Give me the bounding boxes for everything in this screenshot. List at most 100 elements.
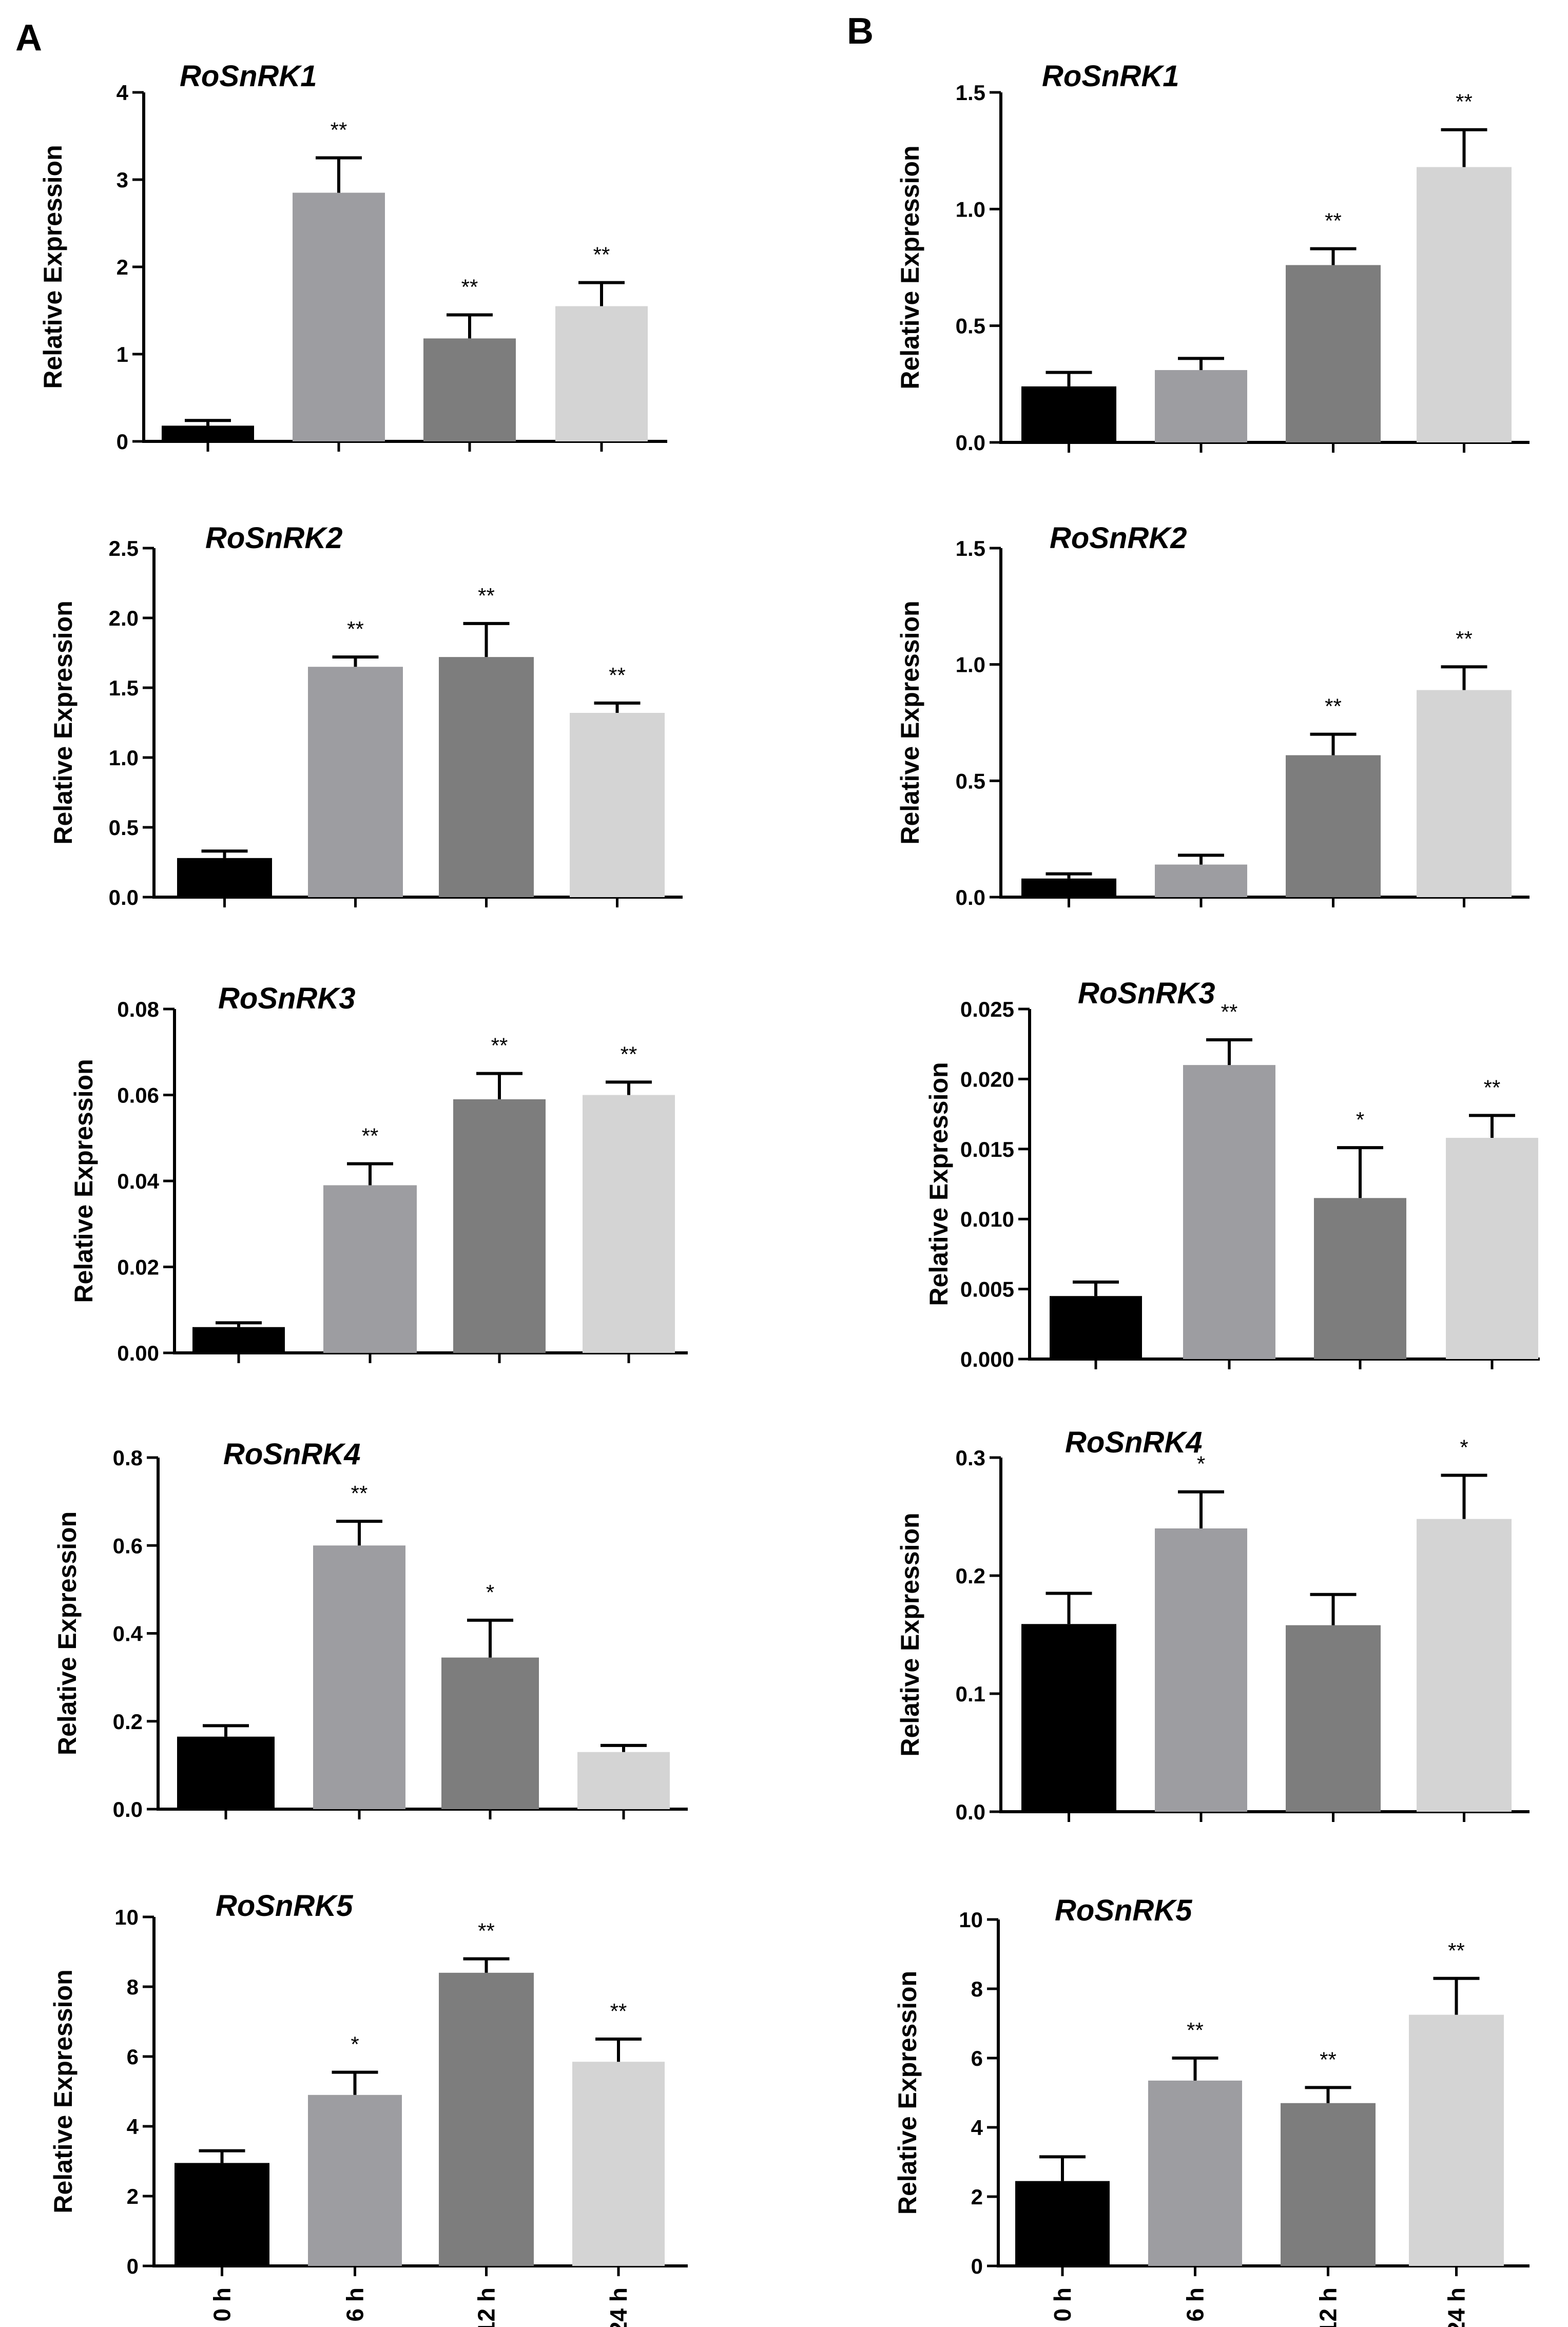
y-tick-label: 0.3 bbox=[956, 1446, 985, 1470]
bar-24h bbox=[1409, 2014, 1504, 2266]
bar-6h bbox=[1155, 864, 1247, 897]
y-tick-label: 0.0 bbox=[956, 885, 985, 909]
y-axis-label: Relative Expression bbox=[49, 600, 78, 844]
y-tick-label: 0.5 bbox=[109, 816, 139, 840]
bar-12h bbox=[441, 1657, 539, 1809]
y-tick-label: 0 bbox=[971, 2254, 983, 2278]
panel-letter-a: A bbox=[15, 17, 42, 59]
y-tick-label: 0.2 bbox=[113, 1710, 143, 1734]
y-axis-label: Relative Expression bbox=[38, 145, 67, 389]
significance-marker: * bbox=[1356, 1108, 1364, 1132]
chart-a-rosnrk5: RoSnRK5 Relative Expression 0 2 4 6 8 10 0 h * 6 h… bbox=[49, 1889, 688, 2327]
significance-marker: ** bbox=[1325, 209, 1342, 233]
y-tick-label: 0.08 bbox=[117, 997, 159, 1021]
significance-marker: ** bbox=[461, 275, 478, 299]
significance-marker: ** bbox=[1221, 1000, 1238, 1024]
significance-marker: ** bbox=[609, 663, 626, 687]
x-tick-label: 12 h bbox=[1315, 2287, 1342, 2327]
y-axis-label: Relative Expression bbox=[896, 600, 924, 844]
y-tick-label: 0.6 bbox=[113, 1534, 143, 1558]
bar-12h bbox=[439, 657, 534, 897]
bar-6h bbox=[1148, 2080, 1242, 2266]
bar-24h bbox=[583, 1095, 675, 1353]
chart-title: RoSnRK3 bbox=[1078, 977, 1215, 1010]
y-tick-label: 0.0 bbox=[956, 1800, 985, 1824]
y-tick-label: 0.04 bbox=[117, 1169, 159, 1193]
y-tick-label: 1.0 bbox=[956, 197, 985, 221]
chart-b-rosnrk4: RoSnRK4 Relative Expression 0.0 0.1 0.2 0.3 * * bbox=[896, 1426, 1530, 1824]
y-tick-label: 0.06 bbox=[117, 1083, 159, 1108]
panel-letter-b: B bbox=[847, 11, 874, 52]
y-tick-label: 10 bbox=[959, 1908, 983, 1932]
y-axis-label: Relative Expression bbox=[893, 1971, 922, 2215]
y-axis-label: Relative Expression bbox=[896, 1512, 924, 1756]
chart-b-rosnrk3: RoSnRK3 Relative Expression 0.000 0.005 0.01… bbox=[924, 977, 1540, 1371]
chart-title: RoSnRK2 bbox=[1050, 521, 1187, 555]
bar-24h bbox=[577, 1752, 670, 1809]
x-tick-label: 24 h bbox=[1443, 2287, 1470, 2327]
bar-0h bbox=[162, 425, 254, 441]
bar-6h bbox=[1155, 370, 1247, 442]
y-tick-label: 6 bbox=[971, 2046, 983, 2070]
y-tick-label: 4 bbox=[971, 2116, 983, 2140]
y-tick-label: 0.010 bbox=[960, 1207, 1014, 1231]
bar-24h bbox=[555, 306, 648, 441]
y-tick-label: 0 bbox=[117, 430, 128, 454]
y-tick-label: 0.4 bbox=[113, 1622, 143, 1646]
y-tick-label: 1.5 bbox=[109, 676, 139, 700]
bar-0h bbox=[1021, 386, 1116, 442]
bar-6h bbox=[323, 1185, 417, 1353]
y-tick-label: 0.00 bbox=[117, 1341, 159, 1365]
significance-marker: ** bbox=[491, 1034, 508, 1058]
significance-marker: * bbox=[486, 1580, 494, 1604]
y-tick-label: 0.015 bbox=[960, 1137, 1014, 1161]
y-tick-label: 0.02 bbox=[117, 1255, 159, 1279]
significance-marker: ** bbox=[347, 617, 364, 641]
chart-a-rosnrk1: RoSnRK1 Relative Expression 0 1 2 3 4 ** ** ** bbox=[38, 60, 667, 454]
y-tick-label: 6 bbox=[127, 2045, 139, 2069]
y-axis-label: Relative Expression bbox=[924, 1062, 953, 1306]
y-axis-label: Relative Expression bbox=[53, 1511, 82, 1755]
y-tick-label: 0.020 bbox=[960, 1067, 1014, 1091]
chart-title: RoSnRK1 bbox=[180, 60, 317, 93]
y-tick-label: 1 bbox=[117, 342, 128, 366]
bar-24h bbox=[1446, 1137, 1538, 1359]
significance-marker: ** bbox=[478, 1919, 495, 1943]
bar-0h bbox=[1050, 1296, 1142, 1359]
y-tick-label: 2 bbox=[971, 2185, 983, 2209]
y-tick-label: 0.005 bbox=[960, 1277, 1014, 1302]
significance-marker: ** bbox=[1325, 694, 1342, 719]
y-tick-label: 2 bbox=[117, 255, 128, 279]
bar-12h bbox=[1281, 2103, 1376, 2266]
x-tick-label: 0 h bbox=[1049, 2287, 1076, 2321]
bar-24h bbox=[572, 2062, 665, 2266]
y-axis-label: Relative Expression bbox=[69, 1059, 98, 1303]
x-tick-label: 6 h bbox=[1182, 2287, 1209, 2321]
chart-title: RoSnRK5 bbox=[1055, 1894, 1192, 1927]
bar-0h bbox=[1021, 1624, 1116, 1812]
bar-0h bbox=[175, 2163, 269, 2266]
chart-b-rosnrk2: RoSnRK2 Relative Expression 0.0 0.5 1.0 1.5 **… bbox=[896, 521, 1530, 909]
bar-24h bbox=[570, 712, 665, 897]
significance-marker: ** bbox=[1448, 1938, 1465, 1963]
y-tick-label: 0.1 bbox=[956, 1682, 985, 1706]
bar-12h bbox=[453, 1099, 546, 1353]
chart-a-rosnrk4: RoSnRK4 Relative Expression 0.0 0.2 0.4 0.6 0.… bbox=[53, 1438, 688, 1821]
chart-title: RoSnRK3 bbox=[218, 982, 355, 1015]
y-tick-label: 0.0 bbox=[956, 431, 985, 455]
chart-a-rosnrk2: RoSnRK2 Relative Expression 0.0 0.5 1.0 1.5 2.… bbox=[49, 521, 683, 909]
significance-marker: ** bbox=[621, 1042, 637, 1066]
bar-0h bbox=[1015, 2181, 1110, 2266]
y-tick-label: 2.5 bbox=[109, 536, 139, 560]
significance-marker: ** bbox=[331, 118, 347, 142]
y-tick-label: 8 bbox=[127, 1975, 139, 1999]
bar-12h bbox=[1314, 1198, 1406, 1359]
chart-a-rosnrk3: RoSnRK3 Relative Expression 0.00 0.02 0.04 0.… bbox=[69, 982, 688, 1365]
y-tick-label: 0.000 bbox=[960, 1347, 1014, 1371]
y-tick-label: 0.5 bbox=[956, 769, 985, 793]
bar-6h bbox=[1183, 1065, 1275, 1359]
significance-marker: * bbox=[1197, 1452, 1205, 1476]
chart-title: RoSnRK1 bbox=[1042, 60, 1179, 93]
